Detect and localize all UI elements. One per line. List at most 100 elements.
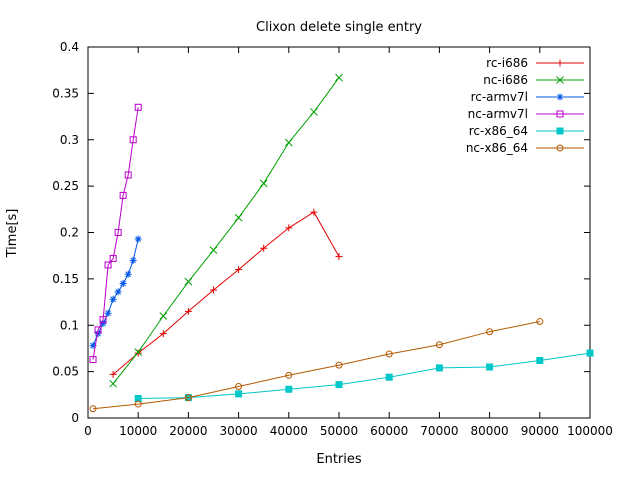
square-filled-marker-icon (235, 390, 243, 398)
plus-marker-icon (109, 370, 117, 378)
data-series (89, 73, 594, 413)
x-tick-label: 40000 (270, 424, 308, 438)
square-filled-marker-icon (385, 373, 393, 381)
square-filled-marker-icon (335, 381, 343, 389)
square-open-marker-icon (99, 316, 107, 324)
cross-marker-icon (109, 379, 117, 388)
plus-marker-icon (235, 266, 243, 274)
legend-item-nc-i686: nc-i686 (483, 73, 584, 87)
asterisk-marker-icon (99, 319, 107, 327)
square-filled-marker-icon (285, 385, 293, 393)
square-open-marker-icon (556, 110, 564, 118)
y-axis-label: Time[s] (5, 209, 20, 259)
x-tick-label: 80000 (471, 424, 509, 438)
series-line (112, 77, 340, 385)
square-open-marker-icon (89, 356, 97, 364)
asterisk-marker-icon (134, 235, 142, 243)
x-tick-label: 50000 (320, 424, 358, 438)
square-open-marker-icon (129, 136, 137, 144)
legend-item-rc-x86_64: rc-x86_64 (469, 124, 584, 138)
circle-open-marker-icon (435, 341, 443, 349)
asterisk-marker-icon (129, 256, 137, 264)
asterisk-marker-icon (119, 280, 127, 288)
circle-open-marker-icon (285, 371, 293, 379)
asterisk-marker-icon (556, 93, 564, 101)
circle-open-marker-icon (486, 328, 494, 336)
plus-marker-icon (285, 224, 293, 232)
asterisk-marker-icon (104, 309, 112, 317)
y-tick-label: 0.4 (60, 40, 79, 54)
plus-marker-icon (260, 244, 268, 252)
legend-item-nc-x86_64: nc-x86_64 (466, 141, 584, 155)
circle-open-marker-icon (235, 382, 243, 390)
asterisk-marker-icon (109, 295, 117, 303)
legend-item-nc-armv7l: nc-armv7l (468, 107, 584, 121)
square-filled-marker-icon (486, 363, 494, 371)
axis-ticks: 0 10000 20000 30000 40000 50000 60000 70000 8000… (52, 40, 613, 438)
cross-marker-icon (184, 277, 193, 286)
square-open-marker-icon (124, 171, 132, 179)
square-open-marker-icon (109, 254, 117, 262)
legend-item-rc-armv7l: rc-armv7l (471, 90, 584, 104)
x-tick-label: 60000 (370, 424, 408, 438)
series-line (92, 107, 139, 360)
plus-marker-icon (556, 59, 564, 67)
cross-marker-icon (234, 213, 243, 222)
asterisk-marker-icon (89, 342, 97, 350)
y-tick-label: 0 (71, 411, 79, 425)
series-line (92, 321, 540, 410)
asterisk-marker-icon (94, 330, 102, 338)
circle-open-marker-icon (536, 318, 544, 326)
plus-marker-icon (134, 349, 142, 357)
circle-open-marker-icon (134, 400, 142, 408)
series-line (112, 211, 340, 375)
chart-title: Clixon delete single entry (256, 20, 422, 35)
x-tick-label: 90000 (521, 424, 559, 438)
y-tick-label: 0.15 (52, 272, 79, 286)
cross-marker-icon (284, 138, 293, 147)
circle-open-marker-icon (335, 361, 343, 369)
cross-marker-icon (134, 348, 143, 357)
y-tick-label: 0.25 (52, 179, 79, 193)
plus-marker-icon (310, 208, 318, 216)
cross-marker-icon (159, 312, 168, 320)
circle-open-marker-icon (184, 394, 192, 402)
x-tick-label: 30000 (220, 424, 258, 438)
square-open-marker-icon (134, 103, 142, 111)
x-tick-label: 70000 (420, 424, 458, 438)
x-axis-label: Entries (316, 452, 362, 467)
legend-label: nc-x86_64 (466, 141, 528, 155)
plus-marker-icon (335, 253, 343, 261)
legend-label: rc-i686 (486, 56, 528, 70)
circle-open-marker-icon (385, 350, 393, 358)
asterisk-marker-icon (124, 270, 132, 278)
square-filled-marker-icon (435, 364, 443, 372)
cross-marker-icon (209, 246, 218, 254)
cross-marker-icon (335, 73, 343, 82)
legend-label: nc-armv7l (468, 107, 528, 121)
legend-label: nc-i686 (483, 73, 528, 87)
square-filled-marker-icon (556, 127, 564, 135)
y-tick-label: 0.05 (52, 365, 79, 379)
square-filled-marker-icon (586, 349, 594, 357)
x-tick-label: 20000 (169, 424, 207, 438)
y-tick-label: 0.3 (60, 133, 79, 147)
square-open-marker-icon (119, 191, 127, 199)
plus-marker-icon (159, 330, 167, 338)
legend-label: rc-x86_64 (469, 124, 528, 138)
square-open-marker-icon (114, 229, 122, 236)
series-line (138, 352, 591, 399)
series-nc-armv7l (89, 103, 142, 364)
x-tick-label: 100000 (567, 424, 613, 438)
cross-marker-icon (556, 76, 564, 84)
legend-label: rc-armv7l (471, 90, 528, 104)
y-tick-label: 0.1 (60, 318, 79, 332)
cross-marker-icon (310, 108, 318, 116)
x-tick-label: 0 (84, 424, 92, 438)
series-nc-x86_64 (89, 318, 544, 413)
circle-open-marker-icon (556, 144, 564, 152)
y-tick-label: 0.2 (60, 226, 79, 240)
asterisk-marker-icon (114, 288, 122, 296)
square-open-marker-icon (104, 261, 112, 269)
